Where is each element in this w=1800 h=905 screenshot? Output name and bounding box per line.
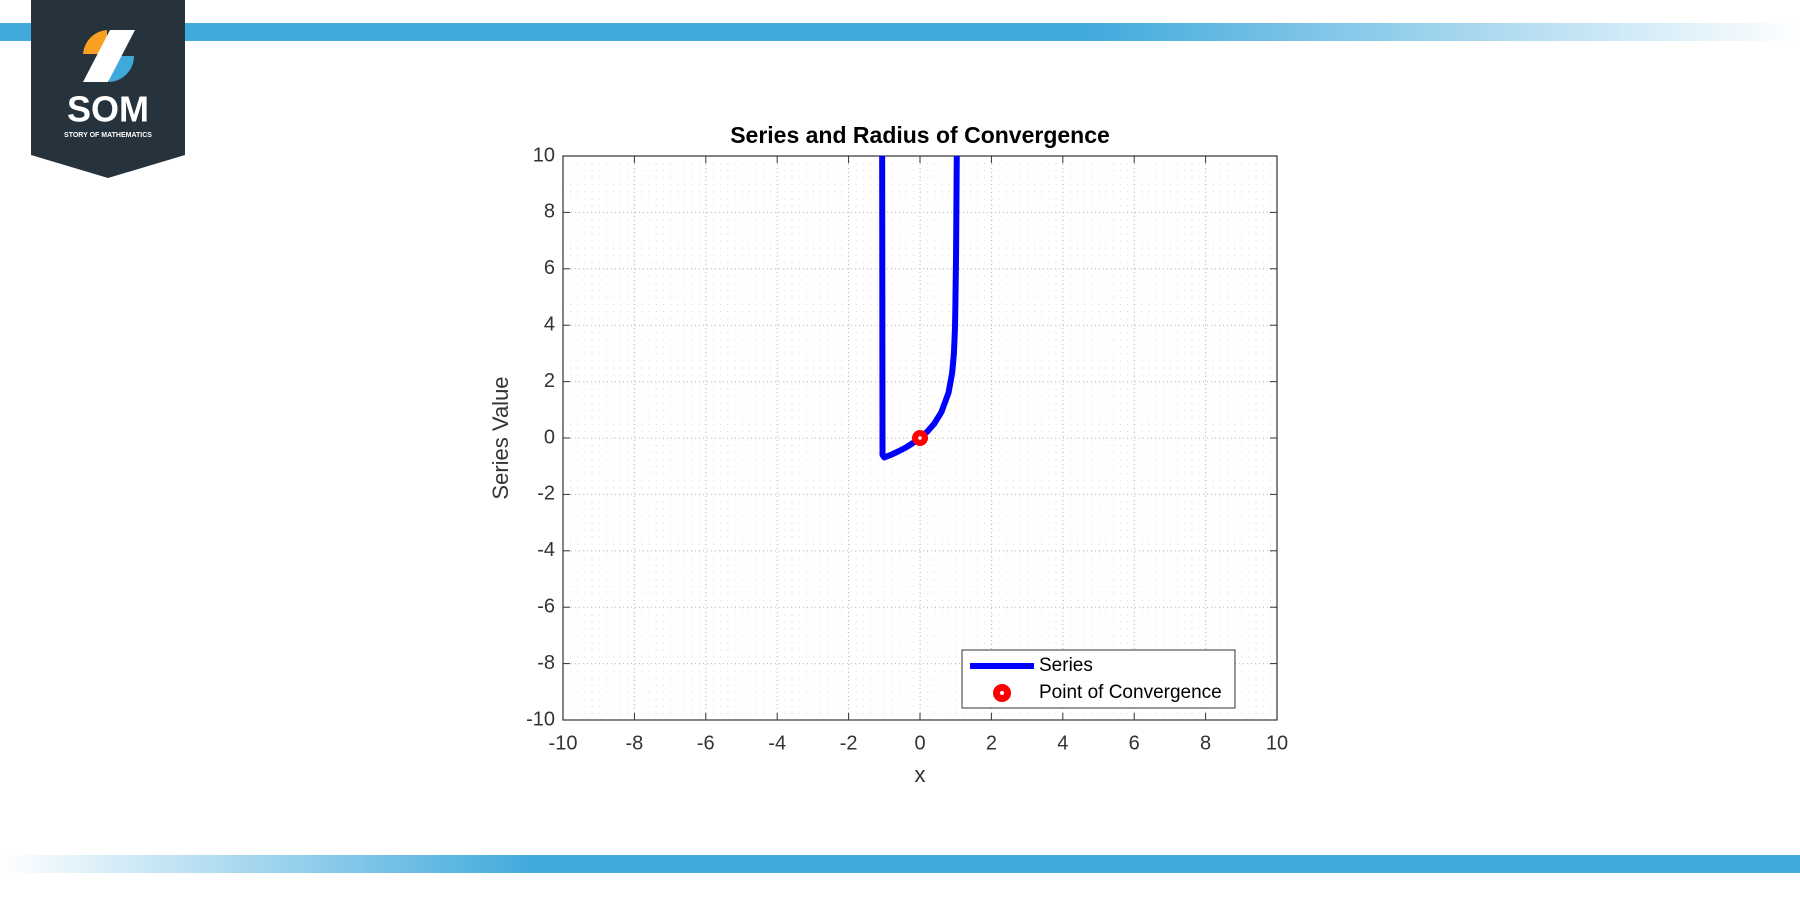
header-bar xyxy=(0,23,1800,41)
y-tick-label: 6 xyxy=(544,257,555,279)
x-tick-label: 0 xyxy=(914,732,925,754)
y-tick-label: 0 xyxy=(544,426,555,448)
y-tick-label: -8 xyxy=(537,652,555,674)
point-center xyxy=(918,436,922,440)
y-axis-label: Series Value xyxy=(488,376,513,499)
legend-label: Series xyxy=(1039,655,1093,676)
y-tick-label: 8 xyxy=(544,201,555,223)
y-tick-label: 4 xyxy=(544,313,555,335)
x-tick-label: 2 xyxy=(986,732,997,754)
logo: SOM STORY OF MATHEMATICS xyxy=(31,0,185,178)
logo-subtitle: STORY OF MATHEMATICS xyxy=(64,132,152,139)
y-tick-label: -10 xyxy=(526,708,555,730)
legend-swatch-center xyxy=(1000,691,1004,695)
x-tick-label: -6 xyxy=(697,732,715,754)
x-tick-label: 4 xyxy=(1057,732,1068,754)
footer-bar xyxy=(0,855,1800,873)
x-tick-label: -8 xyxy=(626,732,644,754)
x-tick-label: -2 xyxy=(840,732,858,754)
series-line xyxy=(879,156,960,461)
x-axis-label: x xyxy=(915,762,926,787)
plot-frame xyxy=(562,155,1278,721)
chart-title: Series and Radius of Convergence xyxy=(730,122,1110,148)
y-tick-label: 2 xyxy=(544,370,555,392)
x-tick-label: -10 xyxy=(549,732,578,754)
y-tick-label: -6 xyxy=(537,595,555,617)
x-tick-label: 10 xyxy=(1266,732,1288,754)
x-tick-label: -4 xyxy=(768,732,786,754)
y-tick-label: -4 xyxy=(537,539,555,561)
logo-title: SOM xyxy=(67,89,149,130)
y-tick-label: -2 xyxy=(537,483,555,505)
legend-label: Point of Convergence xyxy=(1039,682,1222,703)
x-tick-label: 6 xyxy=(1129,732,1140,754)
x-tick-label: 8 xyxy=(1200,732,1211,754)
y-tick-label: 10 xyxy=(533,144,555,166)
